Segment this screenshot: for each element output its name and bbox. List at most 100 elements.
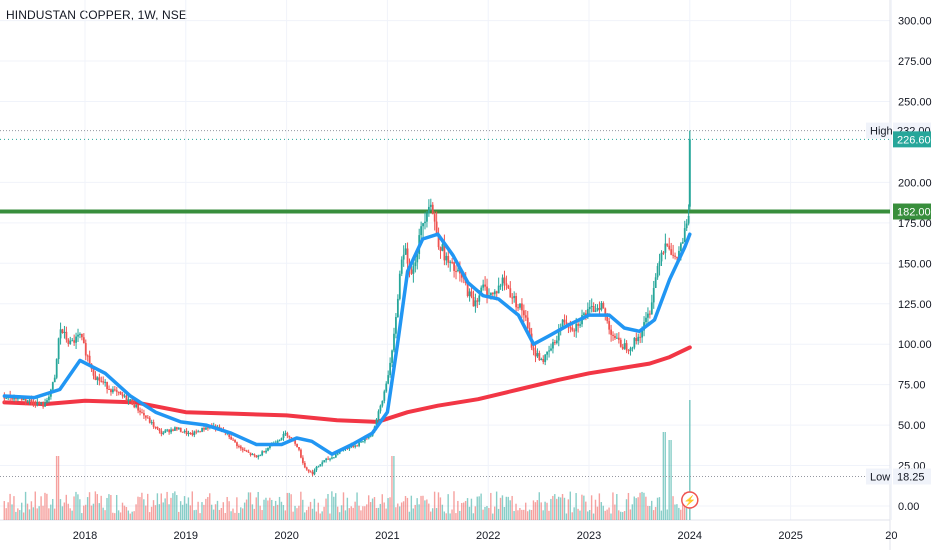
price-axis[interactable]: 300.00 275.00 250.00 200.00 175.00 150.00 125.… xyxy=(898,16,932,513)
candle-body xyxy=(453,262,455,271)
candle-body xyxy=(71,340,74,342)
volume-bar xyxy=(647,505,649,520)
candle-body xyxy=(552,342,554,349)
volume-bar xyxy=(9,493,11,520)
candle-body xyxy=(269,446,271,448)
candle-body xyxy=(63,331,66,333)
candle-body xyxy=(55,359,58,378)
volume-bar xyxy=(464,500,467,520)
volume-bar xyxy=(492,513,494,520)
volume-bar xyxy=(143,499,145,520)
volume-bar xyxy=(596,506,599,520)
volume-bar xyxy=(34,491,36,520)
candle-body xyxy=(336,453,339,455)
candle-body xyxy=(639,336,642,338)
volume-bar xyxy=(360,510,362,520)
candle-body xyxy=(294,439,297,444)
volume-bar xyxy=(497,508,500,520)
candle-body xyxy=(123,395,126,397)
volume-bar xyxy=(358,505,360,520)
candle-body xyxy=(127,399,130,401)
candle-body xyxy=(670,249,673,255)
candle-body xyxy=(652,287,655,303)
volume-bar xyxy=(53,508,56,520)
volume-bar xyxy=(505,496,508,520)
volume-bar xyxy=(212,509,215,520)
volume-bar xyxy=(652,510,655,520)
volume-bar xyxy=(259,505,261,520)
candle-body xyxy=(243,450,246,452)
candle-body xyxy=(51,382,54,390)
volume-bar xyxy=(218,509,221,520)
volume-bar xyxy=(352,507,354,520)
candle-body xyxy=(635,338,638,342)
candle-body xyxy=(406,248,409,264)
candle-body xyxy=(96,377,99,380)
volume-bar xyxy=(243,502,246,520)
volume-bar xyxy=(383,502,385,520)
volume-bar xyxy=(472,513,475,520)
volume-bar xyxy=(290,494,292,520)
candle-body xyxy=(648,313,651,315)
volume-bar xyxy=(480,493,482,520)
low-value: 18.25 xyxy=(897,471,925,483)
volume-bar xyxy=(305,510,308,520)
candle-body xyxy=(331,457,333,459)
candle-body xyxy=(181,431,184,433)
candle-body xyxy=(486,286,488,296)
candle-body xyxy=(131,399,134,405)
candle-body xyxy=(583,313,585,316)
candle-body xyxy=(179,427,182,432)
volume-bar xyxy=(311,508,314,520)
candle-body xyxy=(387,375,390,384)
candle-body xyxy=(170,429,172,433)
candle-body xyxy=(69,340,72,344)
price-tick-label: 200.00 xyxy=(898,177,932,189)
volume-bar xyxy=(181,504,184,520)
candle-body xyxy=(565,322,568,325)
candle-body xyxy=(22,398,25,401)
candle-body xyxy=(174,427,176,431)
candle-body xyxy=(189,432,192,434)
candle-body xyxy=(484,284,486,287)
candle-body xyxy=(129,399,132,401)
volume-bar xyxy=(544,501,546,520)
volume-bar xyxy=(5,508,7,520)
candle-body xyxy=(354,445,357,447)
candle-body xyxy=(662,252,665,254)
volume-bar xyxy=(633,496,635,520)
candle-body xyxy=(631,347,634,349)
candle-body xyxy=(482,284,485,288)
candle-body xyxy=(206,427,209,429)
candle-body xyxy=(158,428,161,431)
candle-body xyxy=(491,292,494,295)
volume-bar xyxy=(207,497,209,520)
candle-body xyxy=(466,283,469,297)
candle-body xyxy=(48,396,50,401)
candle-body xyxy=(88,355,91,364)
candle-body xyxy=(507,285,510,289)
candle-body xyxy=(144,415,147,418)
symbol-name: HINDUSTAN COPPER xyxy=(6,8,131,22)
volume-bar xyxy=(15,511,17,520)
high-label-bg xyxy=(866,122,892,139)
volume-bar xyxy=(24,491,27,520)
volume-bar xyxy=(682,504,684,520)
candle-body xyxy=(201,427,203,432)
volume-bar xyxy=(79,499,81,520)
volume-bar xyxy=(689,400,691,520)
volume-bar xyxy=(521,509,523,520)
candle-body xyxy=(404,248,407,255)
candle-body xyxy=(474,300,477,307)
volume-bar xyxy=(608,507,610,520)
volume-bar xyxy=(174,491,176,520)
candle-body xyxy=(319,464,322,467)
time-axis[interactable]: 2018 2019 2020 2021 2022 2023 2024 2025 20 xyxy=(73,530,898,542)
volume-bar xyxy=(273,506,275,520)
candle-body xyxy=(668,245,671,250)
volume-bar xyxy=(637,497,639,520)
candle-body xyxy=(478,295,481,302)
volume-bar xyxy=(269,497,271,520)
volume-bar xyxy=(542,510,544,520)
